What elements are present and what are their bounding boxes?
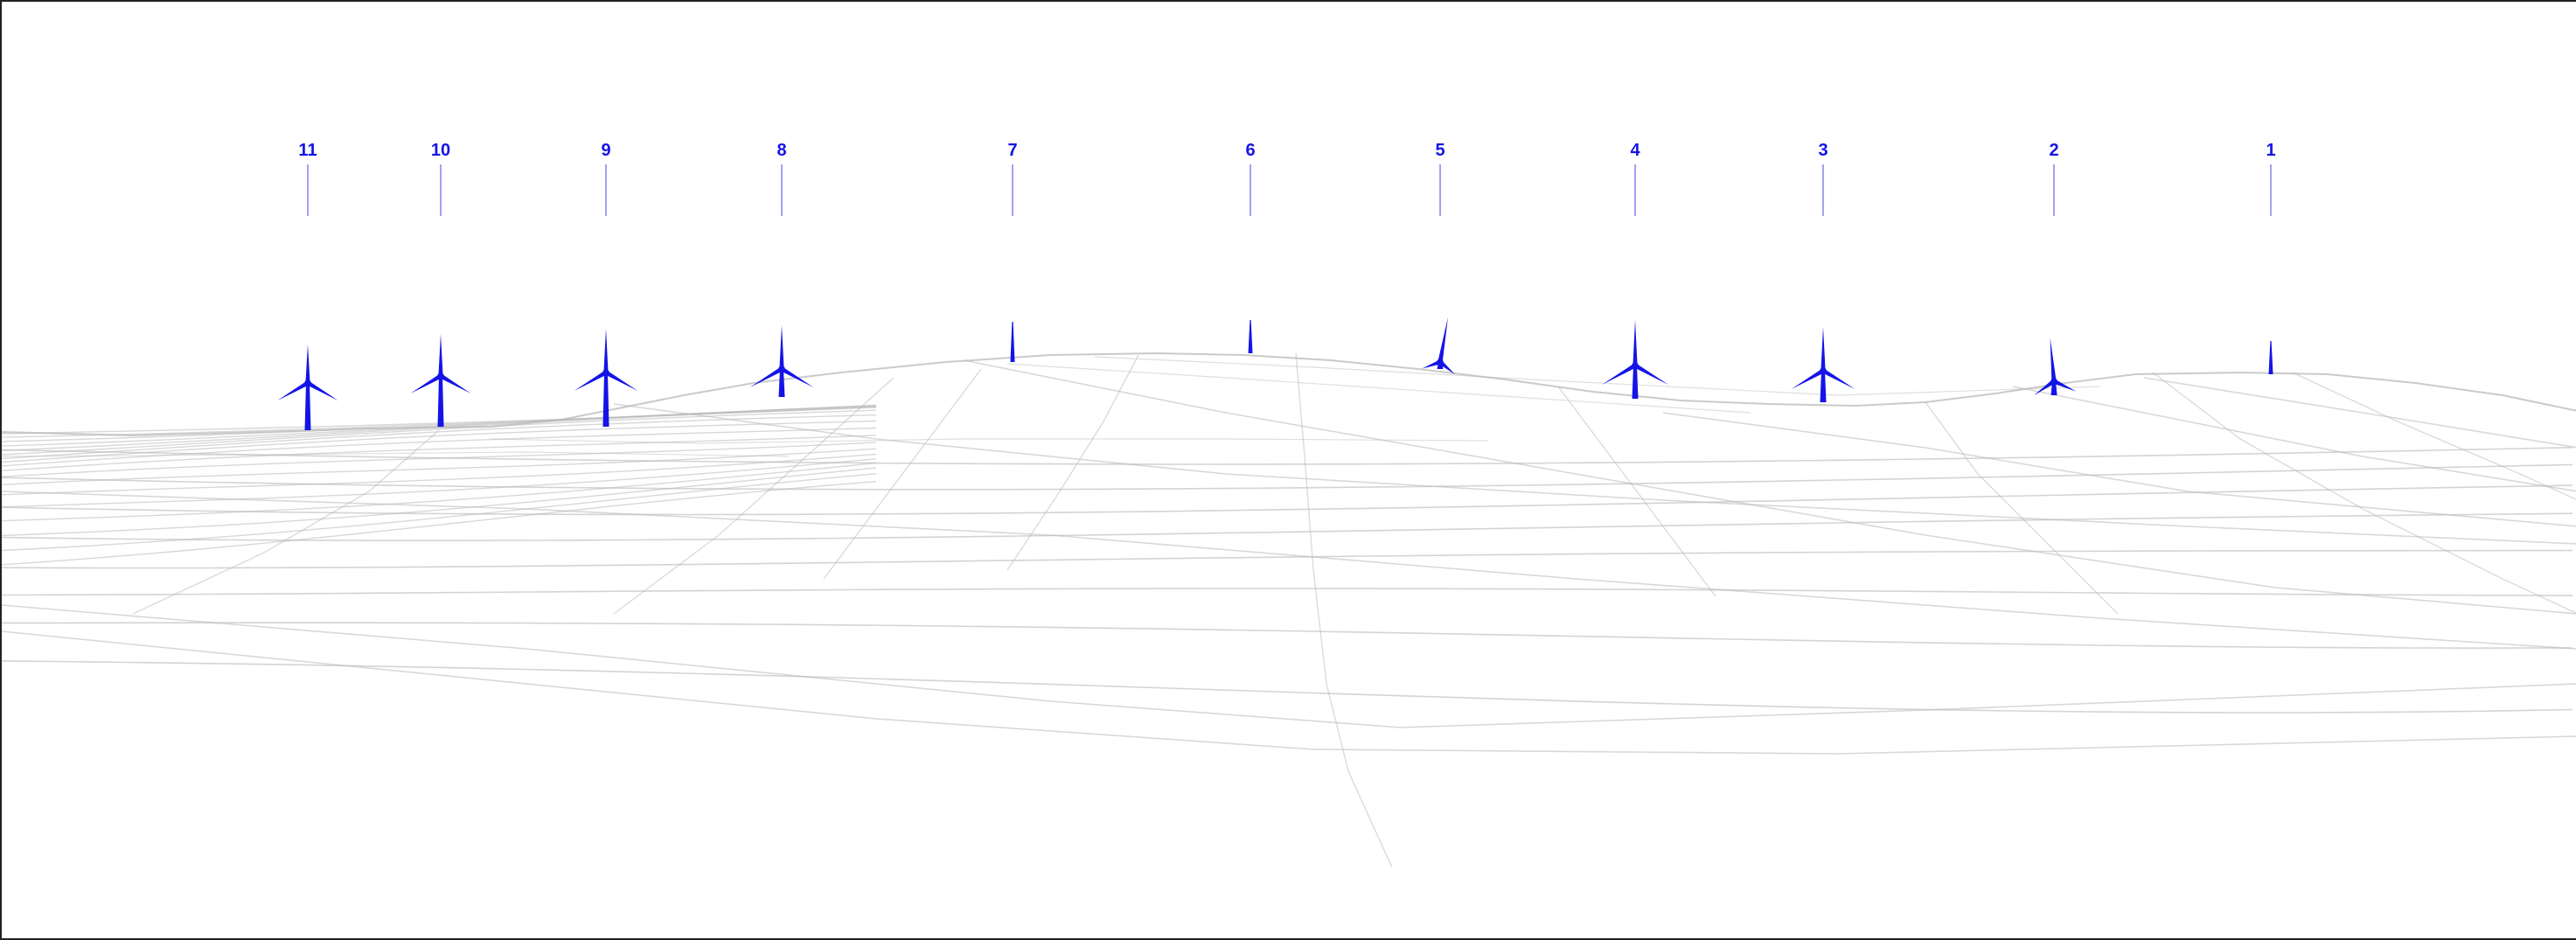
terrain-contour [2,484,2573,516]
terrain-contour-left [2,481,877,566]
terrain-contour-left [2,448,877,485]
terrain-wireframe [2,352,2576,868]
terrain-grid-line [1925,401,2119,615]
terrain-contour [2,588,2573,596]
terrain-grid-line [132,429,440,615]
terrain-contour-left [2,473,877,552]
wind-turbine-icon [574,329,638,427]
terrain-contour [2,447,2573,465]
terrain-grid-line [2143,377,2576,449]
turbine-label-5: 5 [1435,141,1445,160]
turbine-group: 11 10 9 8 7 6 5 4 3 2 1 [277,141,2276,430]
terrain-grid-line [2012,386,2576,492]
terrain-contour-left [2,453,877,496]
terrain-contour [2,463,2573,491]
wind-turbine-icon [1010,322,1015,362]
turbine-label-6: 6 [1245,141,1255,160]
terrain-grid-line [1006,354,1139,571]
wind-turbine-icon [1248,320,1253,353]
wind-turbine-icon [277,345,338,430]
terrain-contour-left [2,458,877,508]
wind-turbine-icon [2268,341,2273,374]
turbine-label-2: 2 [2049,141,2058,160]
terrain-grid-line [2,451,790,457]
terrain-contour [2,622,2573,650]
terrain-grid-line [1295,352,1393,868]
terrain-contour-left [2,435,877,471]
terrain-contour [2,549,2573,569]
terrain-contour-left [2,462,877,522]
wind-turbine-icon [410,334,471,427]
wind-turbine-icon [1601,320,1669,399]
turbine-label-8: 8 [776,141,786,160]
terrain-contour [2,512,2573,542]
turbine-label-10: 10 [431,141,450,160]
terrain-grid-line [613,403,2576,545]
terrain-grid-line [2,630,2576,755]
turbine-label-1: 1 [2266,141,2275,160]
terrain-contour-left [2,467,877,537]
terrain-grid-line [1557,386,1716,597]
turbine-label-3: 3 [1818,141,1828,160]
terrain-grid-line [823,368,982,580]
terrain-grid-line [2,491,2576,650]
turbine-label-4: 4 [1630,141,1640,160]
wind-turbine-icon [749,325,814,397]
terrain-grid-line [2,604,2576,728]
terrain-contour-left [2,427,877,467]
terrain-grid-line [613,377,895,615]
wind-turbine-icon [2034,338,2077,396]
terrain-contour [2,660,2573,714]
terrain-contour-left [2,406,877,451]
terrain-grid-line [491,438,1489,444]
terrain-grid-line [2292,372,2576,500]
terrain-grid-line [1006,363,1751,414]
turbine-label-7: 7 [1007,141,1017,160]
terrain-grid-line [963,359,2576,615]
terrain-grid-line [2152,372,2576,614]
turbine-label-9: 9 [601,141,610,160]
terrain-contour-left [2,409,877,456]
wind-turbine-icon [1422,317,1455,375]
turbine-label-11: 11 [298,141,317,160]
wind-turbine-icon [1791,327,1855,402]
terrain-grid-line [1094,356,2101,396]
terrain-grid-line [1662,412,2576,527]
